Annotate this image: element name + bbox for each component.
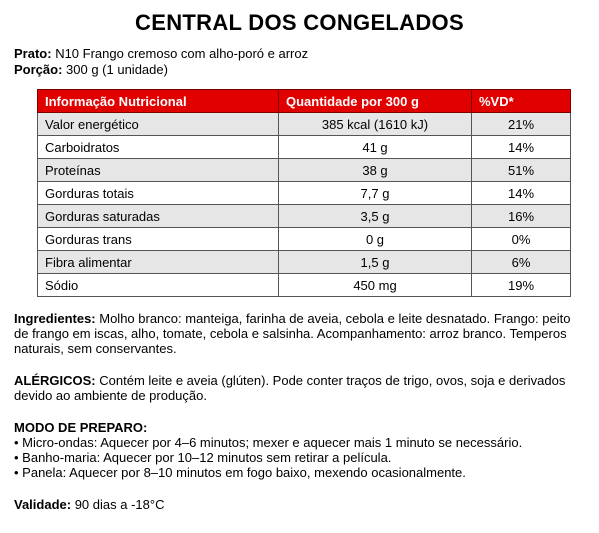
table-row: Fibra alimentar 1,5 g 6% — [37, 250, 571, 274]
validity-label: Validade: — [14, 497, 72, 512]
list-item: • Micro-ondas: Aquecer por 4–6 minutos; … — [14, 435, 523, 450]
nutrient-quantity: 3,5 g — [278, 204, 472, 228]
table-row: Sódio 450 mg 19% — [37, 273, 571, 297]
ingredients-section: Ingredientes: Molho branco: manteiga, fa… — [14, 311, 599, 356]
nutrient-vd: 21% — [471, 112, 571, 136]
nutrient-name: Proteínas — [37, 158, 279, 182]
nutrient-name: Carboidratos — [37, 135, 279, 159]
preparation-list: • Micro-ondas: Aquecer por 4–6 minutos; … — [14, 435, 587, 480]
nutrient-vd: 14% — [471, 135, 571, 159]
validity-section: Validade: 90 dias a -18°C — [14, 497, 599, 512]
porcao-label: Porção: — [14, 62, 63, 77]
nutrient-vd: 51% — [471, 158, 571, 182]
nutrient-quantity: 41 g — [278, 135, 472, 159]
ingredients-text: Molho branco: manteiga, farinha de aveia… — [14, 311, 571, 356]
list-item: • Panela: Aquecer por 8–10 minutos em fo… — [14, 465, 466, 480]
header-vd: %VD* — [471, 89, 571, 113]
nutrient-quantity: 450 mg — [278, 273, 472, 297]
nutrient-name: Valor energético — [37, 112, 279, 136]
nutrient-name: Gorduras totais — [37, 181, 279, 205]
nutrient-name: Sódio — [37, 273, 279, 297]
list-item: • Banho-maria: Aquecer por 10–12 minutos… — [14, 450, 392, 465]
nutrient-name: Gorduras saturadas — [37, 204, 279, 228]
nutrient-quantity: 7,7 g — [278, 181, 472, 205]
table-row: Gorduras totais 7,7 g 14% — [37, 181, 571, 205]
nutrient-quantity: 385 kcal (1610 kJ) — [278, 112, 472, 136]
table-row: Gorduras saturadas 3,5 g 16% — [37, 204, 571, 228]
prato-line: Prato: N10 Frango cremoso com alho-poró … — [14, 46, 599, 62]
prato-label: Prato: — [14, 46, 52, 61]
allergens-section: ALÉRGICOS: Contém leite e aveia (glúten)… — [14, 373, 599, 403]
nutrition-header-row: Informação Nutricional Quantidade por 30… — [37, 89, 571, 113]
allergens-text: Contém leite e aveia (glúten). Pode cont… — [14, 373, 566, 403]
ingredients-label: Ingredientes: — [14, 311, 96, 326]
table-row: Valor energético 385 kcal (1610 kJ) 21% — [37, 112, 571, 136]
preparation-section: MODO DE PREPARO: • Micro-ondas: Aquecer … — [14, 420, 599, 480]
table-row: Gorduras trans 0 g 0% — [37, 227, 571, 251]
header-nutrient: Informação Nutricional — [37, 89, 279, 113]
table-row: Carboidratos 41 g 14% — [37, 135, 571, 159]
nutrient-vd: 6% — [471, 250, 571, 274]
porcao-line: Porção: 300 g (1 unidade) — [14, 62, 599, 78]
table-row: Proteínas 38 g 51% — [37, 158, 571, 182]
allergens-label: ALÉRGICOS: — [14, 373, 96, 388]
nutrient-vd: 0% — [471, 227, 571, 251]
nutrient-quantity: 38 g — [278, 158, 472, 182]
header-quantity: Quantidade por 300 g — [278, 89, 472, 113]
page-title: CENTRAL DOS CONGELADOS — [135, 10, 464, 35]
prato-value: N10 Frango cremoso com alho-poró e arroz — [55, 46, 309, 61]
nutrient-quantity: 1,5 g — [278, 250, 472, 274]
nutrient-name: Fibra alimentar — [37, 250, 279, 274]
nutrient-quantity: 0 g — [278, 227, 472, 251]
nutrient-name: Gorduras trans — [37, 227, 279, 251]
nutrient-vd: 16% — [471, 204, 571, 228]
product-meta: Prato: N10 Frango cremoso com alho-poró … — [14, 46, 599, 78]
preparation-label: MODO DE PREPARO: — [14, 420, 148, 435]
nutrient-vd: 19% — [471, 273, 571, 297]
validity-value: 90 dias a -18°C — [74, 497, 165, 512]
nutrition-table: Informação Nutricional Quantidade por 30… — [37, 89, 571, 297]
porcao-value: 300 g (1 unidade) — [66, 62, 168, 77]
nutrient-vd: 14% — [471, 181, 571, 205]
